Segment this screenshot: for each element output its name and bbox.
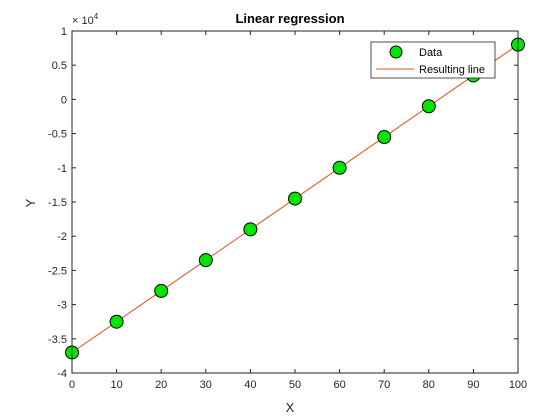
data-point (288, 191, 302, 206)
axes-box (71, 30, 519, 374)
y-tick-label: -1.5 (48, 197, 67, 209)
data-point (109, 314, 124, 329)
x-tick-label: 80 (423, 379, 435, 391)
legend-label-resulting-line: Resulting line (419, 64, 485, 76)
chart-title: Linear regression (235, 11, 344, 26)
y-tick-label: 0.5 (52, 60, 67, 72)
x-tick-label: 100 (509, 379, 527, 391)
x-tick-label: 40 (244, 379, 256, 391)
x-tick-label: 30 (200, 379, 212, 391)
y-tick-label: 1 (61, 26, 67, 38)
legend-marker-data (389, 45, 403, 59)
data-point (332, 160, 347, 175)
x-tick-label: 50 (289, 379, 301, 391)
y-tick-label: -0.5 (48, 129, 67, 141)
y-tick-label: 0 (61, 94, 67, 106)
y-tick-label: -2.5 (48, 265, 67, 277)
x-tick-label: 90 (467, 379, 479, 391)
data-point (421, 99, 436, 114)
y-tick-label: -3.5 (48, 334, 67, 346)
x-tick-label: 70 (378, 379, 390, 391)
y-exponent-label: × 104 (72, 12, 99, 27)
x-tick-label: 10 (110, 379, 122, 391)
axis-ticks: 0 10 20 30 40 50 60 70 80 90 100-4-3.5-3-2.5-2-1.5… (48, 26, 527, 391)
y-tick-label: -3 (57, 300, 67, 312)
y-exponent-base: × 10 (72, 15, 94, 27)
data-point (377, 130, 392, 145)
legend-label-data: Data (419, 47, 443, 59)
data-point (198, 253, 213, 268)
y-tick-label: -1 (57, 163, 67, 175)
y-tick-label: -2 (57, 231, 67, 243)
y-tick-label: -4 (57, 368, 67, 380)
data-point (154, 283, 169, 298)
x-tick-label: 60 (333, 379, 345, 391)
x-tick-label: 20 (155, 379, 167, 391)
y-axis-label: Y (23, 198, 38, 207)
legend: Data Resulting line (370, 41, 496, 79)
x-tick-label: 0 (69, 379, 75, 391)
data-point (243, 222, 258, 237)
y-exponent-power: 4 (94, 12, 99, 21)
x-axis-label: X (286, 400, 295, 415)
